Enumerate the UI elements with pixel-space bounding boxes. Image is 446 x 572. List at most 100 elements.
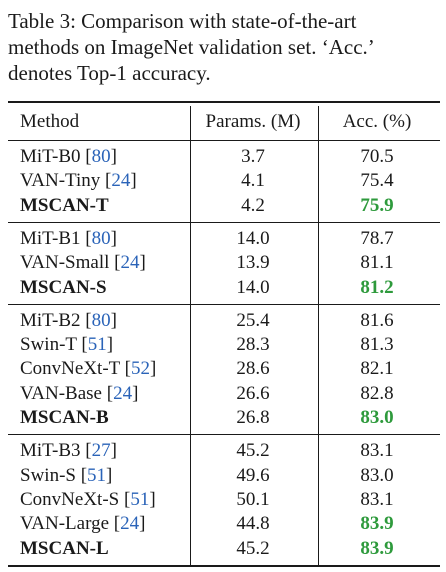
params-cell: 50.1: [236, 488, 270, 510]
params-cell: 45.2: [236, 537, 270, 559]
params-cell: 49.6: [236, 464, 270, 486]
method-cell: MSCAN-B: [20, 406, 109, 430]
method-cell: ConvNeXt-T [52]: [20, 358, 157, 380]
header-params: Params. (M): [205, 111, 301, 132]
method-name: VAN-Base: [20, 382, 102, 404]
method-cell: Swin-T [51]: [20, 334, 114, 356]
table-row: MSCAN-S 14.0 81.2: [0, 276, 446, 300]
caption-line-3: denotes Top-1 accuracy.: [8, 61, 211, 85]
table-row: MSCAN-B 26.8 83.0: [0, 406, 446, 430]
method-cell: MSCAN-T: [20, 194, 109, 218]
citation-link[interactable]: 80: [91, 146, 111, 167]
method-name: VAN-Small: [20, 252, 110, 274]
method-cell: MiT-B0 [80]: [20, 146, 117, 167]
acc-cell: 81.3: [360, 334, 394, 356]
method-cell: VAN-Base [24]: [20, 382, 139, 404]
column-divider-1: [190, 106, 191, 565]
params-cell: 45.2: [236, 440, 270, 462]
table-row: MSCAN-T 4.2 75.9: [0, 194, 446, 218]
header-method: Method: [20, 111, 80, 132]
table-row: MiT-B0 [80] 3.7 70.5: [0, 145, 446, 169]
citation-link[interactable]: 80: [91, 309, 111, 331]
table-row: MiT-B3 [27] 45.2 83.1: [0, 439, 446, 463]
acc-cell: 83.0: [360, 464, 394, 486]
params-cell: 14.0: [236, 227, 270, 249]
acc-cell: 83.1: [360, 440, 394, 462]
caption-line-1: Table 3: Comparison with state-of-the-ar…: [8, 9, 357, 33]
table-row: ConvNeXt-T [52] 28.6 82.1: [0, 357, 446, 381]
table-row: MiT-B1 [80] 14.0 78.7: [0, 227, 446, 251]
method-name: MiT-B3: [20, 440, 81, 462]
acc-cell: 82.1: [360, 358, 394, 380]
group-rule: [8, 222, 440, 223]
method-name: MSCAN-B: [20, 407, 109, 428]
params-cell: 4.1: [241, 170, 265, 192]
acc-cell: 75.9: [360, 194, 394, 216]
table-caption: Table 3: Comparison with state-of-the-ar…: [8, 8, 440, 86]
table-row: MiT-B2 [80] 25.4 81.6: [0, 309, 446, 333]
params-cell: 4.2: [241, 194, 265, 216]
method-cell: Swin-S [51]: [20, 464, 113, 486]
table-row: VAN-Large [24] 44.8 83.9: [0, 512, 446, 536]
table-row: VAN-Small [24] 13.9 81.1: [0, 251, 446, 275]
params-cell: 26.8: [236, 407, 270, 428]
acc-cell: 82.8: [360, 382, 394, 404]
caption-line-2: methods on ImageNet validation set. ‘Acc…: [8, 35, 375, 59]
header-row: Method Params. (M) Acc. (%): [0, 110, 446, 134]
citation-link[interactable]: 24: [120, 252, 140, 274]
method-cell: MiT-B2 [80]: [20, 309, 117, 331]
params-cell: 14.0: [236, 276, 270, 298]
acc-cell: 81.1: [360, 252, 394, 274]
table-row: Swin-S [51] 49.6 83.0: [0, 464, 446, 488]
table-row: VAN-Base [24] 26.6 82.8: [0, 382, 446, 406]
citation-link[interactable]: 51: [130, 488, 150, 510]
citation-link[interactable]: 52: [131, 358, 150, 380]
citation-link[interactable]: 27: [91, 440, 111, 462]
citation-link[interactable]: 24: [111, 170, 131, 192]
table-row: VAN-Tiny [24] 4.1 75.4: [0, 169, 446, 193]
acc-cell: 81.6: [360, 309, 394, 331]
group-rule: [8, 434, 440, 435]
citation-link[interactable]: 24: [120, 513, 140, 535]
table-row: MSCAN-L 45.2 83.9: [0, 537, 446, 561]
method-name: MiT-B1: [20, 227, 81, 249]
acc-cell: 70.5: [360, 146, 394, 167]
params-cell: 26.6: [236, 382, 270, 404]
method-name: ConvNeXt-T: [20, 358, 120, 380]
params-cell: 44.8: [236, 513, 270, 535]
method-name: Swin-S: [20, 464, 76, 486]
citation-link[interactable]: 80: [91, 227, 111, 249]
acc-cell: 83.9: [360, 537, 394, 559]
citation-link[interactable]: 51: [87, 334, 107, 356]
method-name: VAN-Large: [20, 513, 109, 535]
method-cell: MSCAN-L: [20, 537, 109, 561]
method-name: Swin-T: [20, 334, 77, 356]
top-rule: [8, 101, 440, 103]
method-cell: MiT-B3 [27]: [20, 440, 117, 462]
acc-cell: 83.0: [360, 407, 394, 428]
method-cell: VAN-Tiny [24]: [20, 170, 137, 192]
params-cell: 3.7: [241, 146, 265, 167]
bottom-rule: [8, 565, 440, 567]
acc-cell: 83.9: [360, 513, 394, 535]
citation-link[interactable]: 24: [113, 382, 133, 404]
header-acc: Acc. (%): [342, 111, 412, 132]
column-divider-2: [318, 106, 319, 565]
method-cell: VAN-Large [24]: [20, 513, 146, 535]
method-cell: VAN-Small [24]: [20, 252, 146, 274]
method-cell: ConvNeXt-S [51]: [20, 488, 156, 510]
params-cell: 25.4: [236, 309, 270, 331]
header-rule: [8, 140, 440, 141]
acc-cell: 78.7: [360, 227, 394, 249]
params-cell: 28.6: [236, 358, 270, 380]
group-rule: [8, 304, 440, 305]
params-cell: 13.9: [236, 252, 270, 274]
method-name: MiT-B2: [20, 309, 81, 331]
method-cell: MSCAN-S: [20, 276, 107, 300]
method-name: MiT-B0: [20, 146, 81, 167]
acc-cell: 81.2: [360, 276, 394, 298]
citation-link[interactable]: 51: [87, 464, 107, 486]
table-row: ConvNeXt-S [51] 50.1 83.1: [0, 488, 446, 512]
method-name: MSCAN-S: [20, 276, 107, 298]
